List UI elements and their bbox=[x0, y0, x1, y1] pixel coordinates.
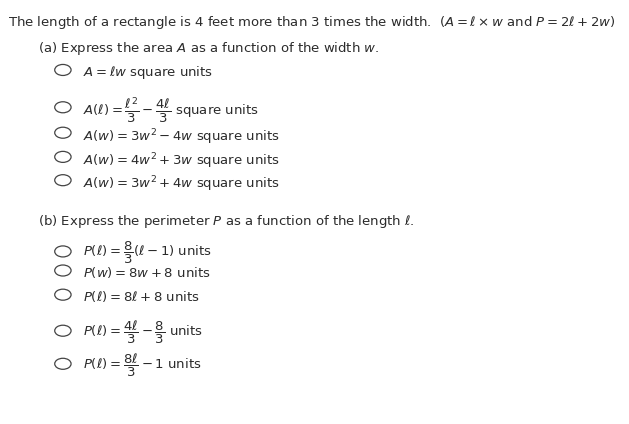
Text: $P(w) = 8w + 8$ units: $P(w) = 8w + 8$ units bbox=[83, 265, 211, 280]
Text: (b) Express the perimeter $P$ as a function of the length $\ell$.: (b) Express the perimeter $P$ as a funct… bbox=[38, 213, 415, 230]
Text: The length of a rectangle is 4 feet more than 3 times the width.  ($A = \ell \ti: The length of a rectangle is 4 feet more… bbox=[8, 14, 615, 31]
Text: $A(\ell) = \dfrac{\ell^2}{3} - \dfrac{4\ell}{3}$ square units: $A(\ell) = \dfrac{\ell^2}{3} - \dfrac{4\… bbox=[83, 95, 259, 125]
Text: $A(w) = 3w^2 + 4w$ square units: $A(w) = 3w^2 + 4w$ square units bbox=[83, 175, 280, 194]
Text: $P(\ell) = \dfrac{4\ell}{3} - \dfrac{8}{3}$ units: $P(\ell) = \dfrac{4\ell}{3} - \dfrac{8}{… bbox=[83, 319, 203, 346]
Text: $P(\ell) = 8\ell + 8$ units: $P(\ell) = 8\ell + 8$ units bbox=[83, 289, 200, 304]
Text: $A(w) = 4w^2 + 3w$ square units: $A(w) = 4w^2 + 3w$ square units bbox=[83, 151, 280, 171]
Text: $A = \ell w$ square units: $A = \ell w$ square units bbox=[83, 64, 213, 81]
Text: $A(w) = 3w^2 - 4w$ square units: $A(w) = 3w^2 - 4w$ square units bbox=[83, 127, 280, 147]
Text: (a) Express the area $A$ as a function of the width $w$.: (a) Express the area $A$ as a function o… bbox=[38, 40, 379, 57]
Text: $P(\ell) = \dfrac{8\ell}{3} - 1$ units: $P(\ell) = \dfrac{8\ell}{3} - 1$ units bbox=[83, 352, 201, 379]
Text: $P(\ell) = \dfrac{8}{3}(\ell - 1)$ units: $P(\ell) = \dfrac{8}{3}(\ell - 1)$ units bbox=[83, 240, 212, 266]
